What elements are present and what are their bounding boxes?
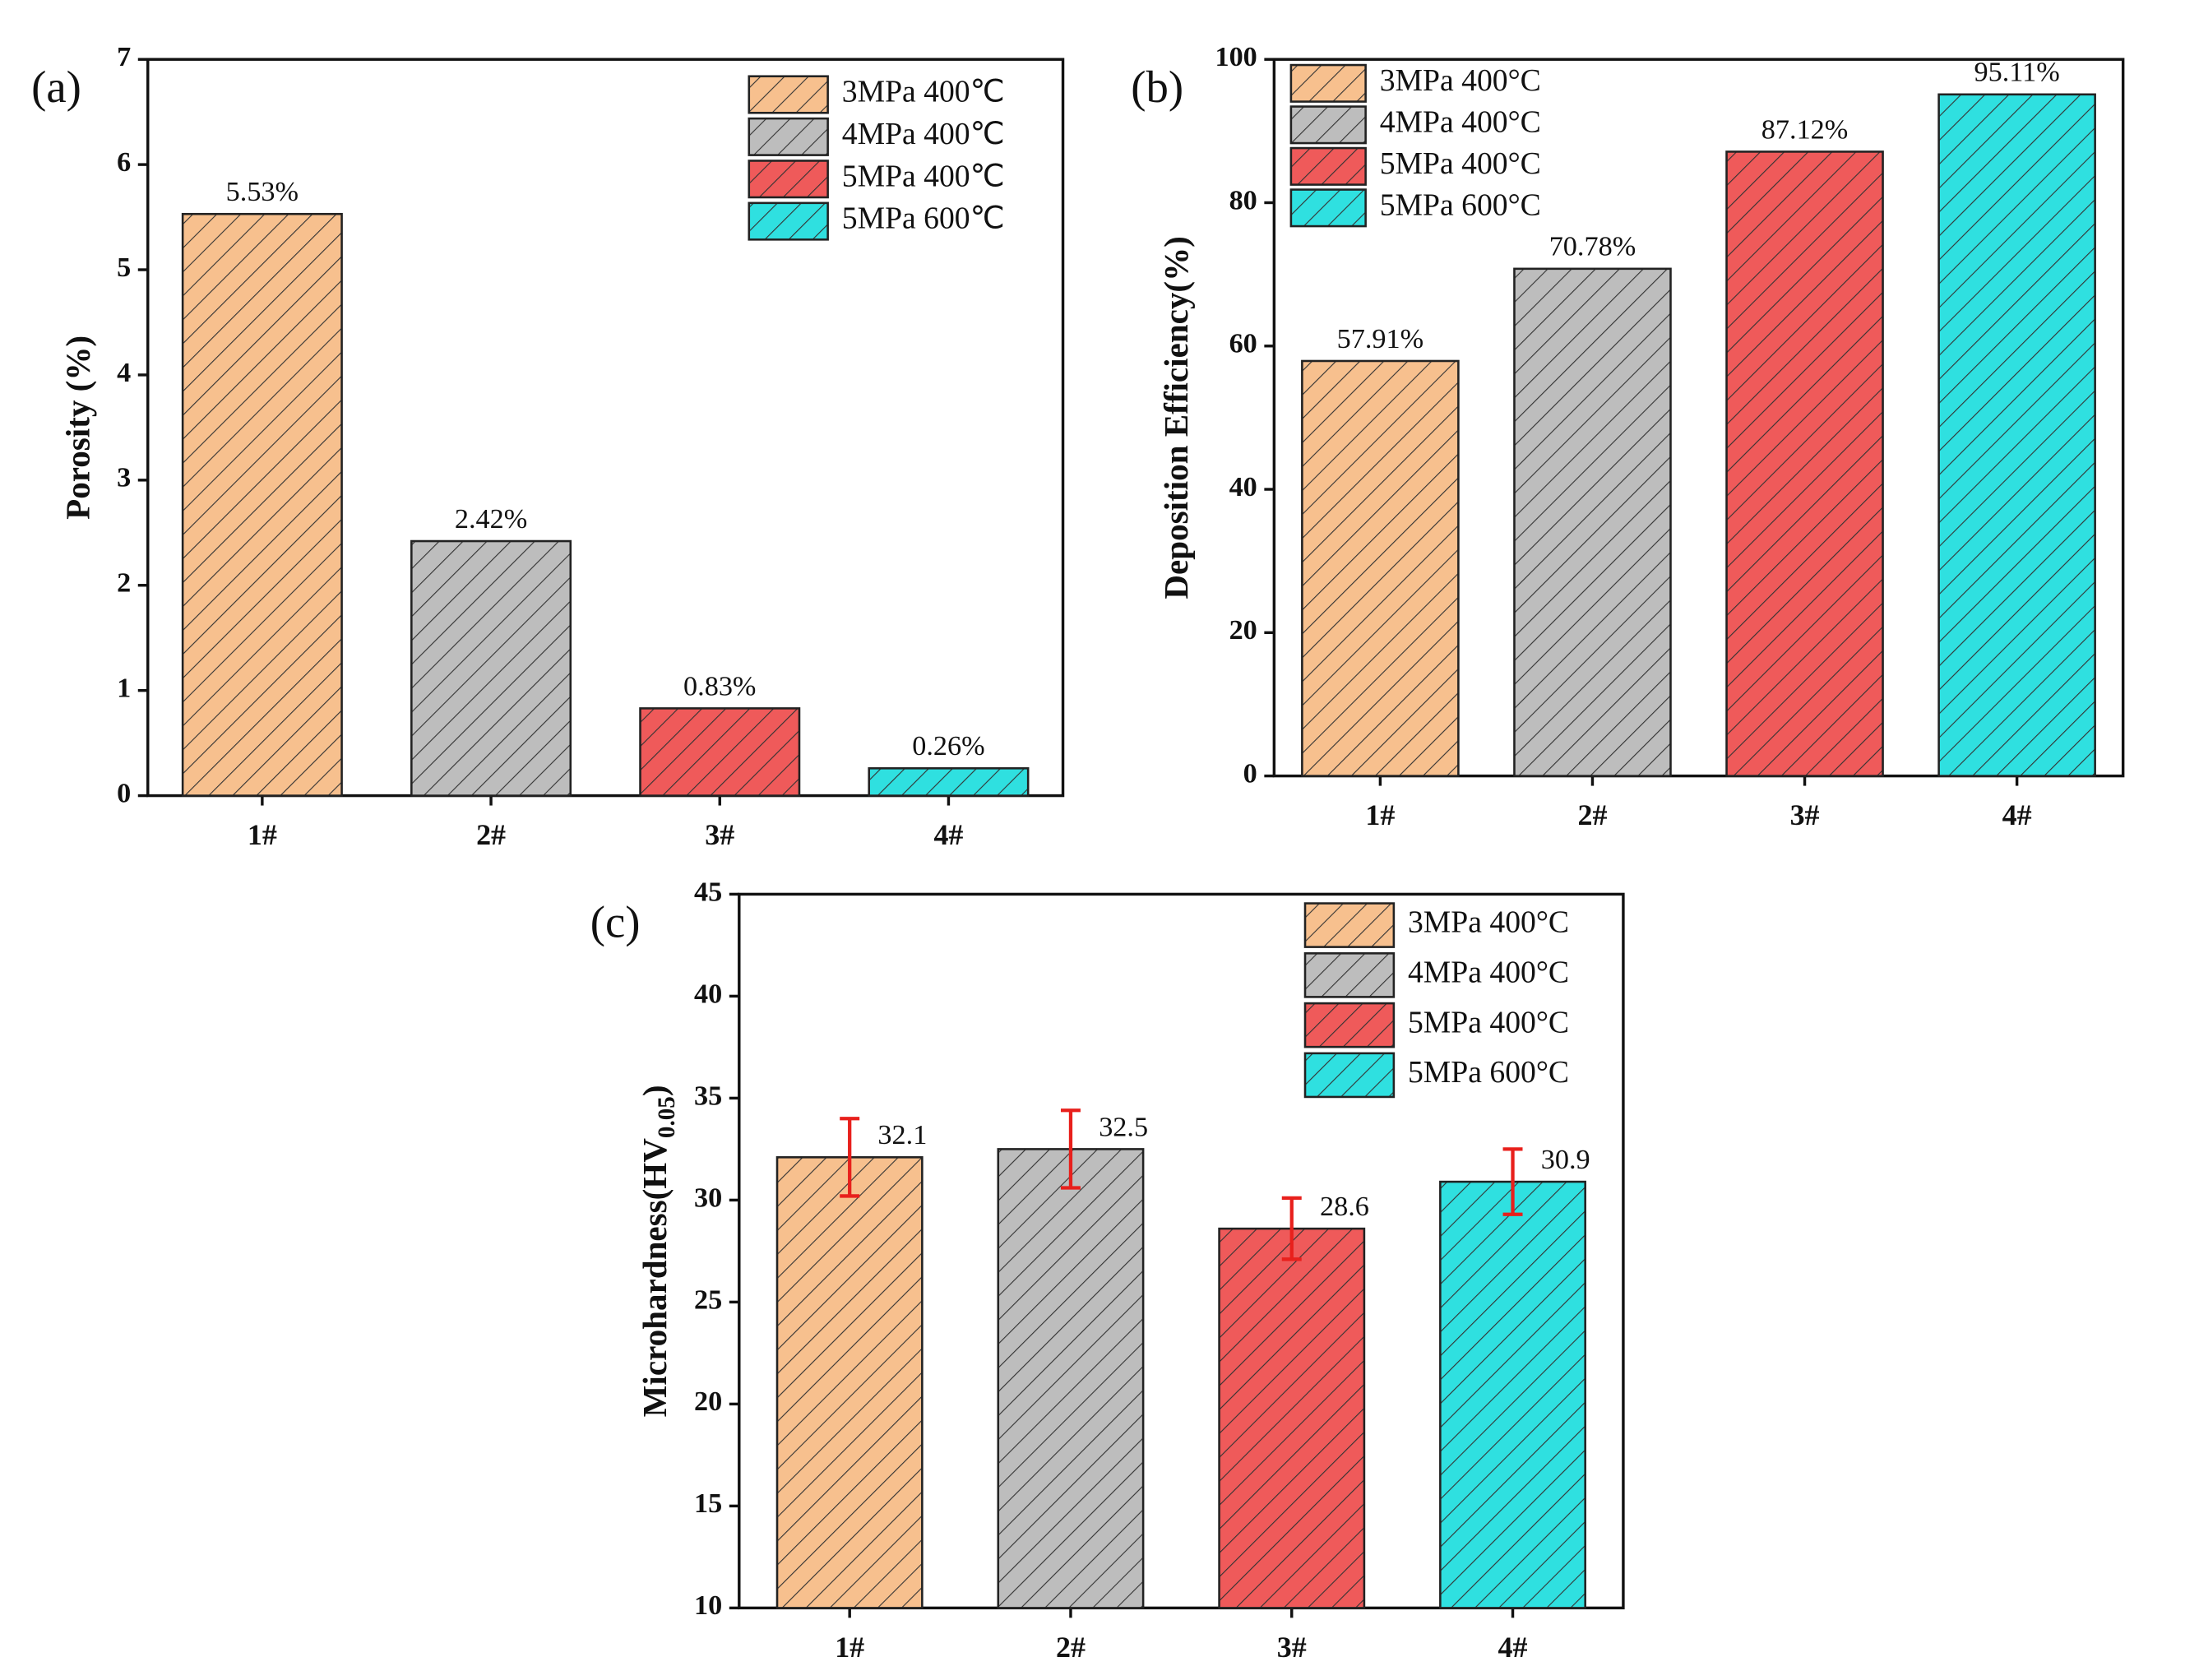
x-tick-label: 3# xyxy=(1790,798,1820,831)
x-tick-label: 1# xyxy=(1365,798,1395,831)
y-tick-label: 4 xyxy=(117,357,131,388)
x-tick-label: 2# xyxy=(1577,798,1607,831)
value-label: 95.11% xyxy=(1974,57,2060,88)
y-axis-label: Deposition Efficiency(%) xyxy=(1157,236,1195,599)
value-label: 57.91% xyxy=(1337,323,1424,354)
y-tick-label: 1 xyxy=(117,673,131,704)
legend-swatch xyxy=(1303,952,1396,998)
legend-swatch xyxy=(1289,188,1367,228)
legend-swatch xyxy=(1289,105,1367,145)
value-label: 32.5 xyxy=(1099,1111,1148,1142)
y-tick-label: 40 xyxy=(1229,471,1257,502)
y-tick-label: 35 xyxy=(694,1080,722,1111)
legend-swatch xyxy=(748,160,829,199)
bar xyxy=(775,1156,924,1609)
legend-swatch xyxy=(1303,1052,1396,1099)
legend-label: 5MPa 400°C xyxy=(1380,146,1541,181)
plot-frame xyxy=(146,58,1065,798)
y-axis-label-end: ) xyxy=(637,1085,674,1096)
value-label: 28.6 xyxy=(1320,1191,1369,1222)
y-tick-label: 0 xyxy=(117,777,131,808)
legend-label: 4MPa 400°C xyxy=(1380,104,1541,139)
bar xyxy=(997,1148,1145,1609)
legend-swatch xyxy=(748,117,829,156)
y-axis-label: Porosity (%) xyxy=(59,336,97,520)
x-tick-label: 4# xyxy=(1498,1631,1528,1664)
x-tick-label: 3# xyxy=(705,818,734,851)
legend-swatch xyxy=(1303,902,1396,948)
y-tick-label: 10 xyxy=(694,1590,722,1621)
value-label: 87.12% xyxy=(1761,113,1849,145)
error-bar xyxy=(840,1117,860,1198)
value-label: 30.9 xyxy=(1541,1144,1590,1175)
value-label: 70.78% xyxy=(1549,231,1636,262)
x-tick-label: 4# xyxy=(933,818,963,851)
x-tick-label: 1# xyxy=(835,1631,864,1664)
bar xyxy=(1937,93,2096,777)
legend-swatch xyxy=(748,75,829,114)
y-tick-label: 2 xyxy=(117,567,131,599)
legend-label: 4MPa 400°C xyxy=(1408,955,1569,989)
value-label: 0.26% xyxy=(912,730,984,761)
error-bar xyxy=(1281,1196,1302,1261)
legend-swatch xyxy=(748,201,829,241)
y-tick-label: 0 xyxy=(1243,757,1257,789)
plot-frame xyxy=(738,892,1625,1610)
y-tick-label: 6 xyxy=(117,146,131,178)
bar xyxy=(1439,1180,1586,1609)
legend-swatch xyxy=(1289,146,1367,186)
legend-swatch xyxy=(1303,1002,1396,1048)
legend-label: 5MPa 400°C xyxy=(1408,1005,1569,1039)
y-tick-label: 5 xyxy=(117,252,131,283)
panel-label: (b) xyxy=(1131,62,1183,112)
error-bar xyxy=(1502,1147,1523,1216)
bar xyxy=(181,212,343,797)
bar xyxy=(868,767,1030,797)
value-label: 5.53% xyxy=(226,176,299,207)
error-bar xyxy=(1060,1108,1081,1190)
y-axis-label: Microhardness(HV0.05) xyxy=(637,1085,680,1417)
legend-label: 5MPa 600℃ xyxy=(842,201,1005,236)
bar xyxy=(1513,267,1672,777)
value-label: 0.83% xyxy=(683,670,756,701)
y-tick-label: 20 xyxy=(694,1386,722,1417)
bar xyxy=(1301,359,1460,777)
legend-swatch xyxy=(1289,63,1367,103)
x-tick-label: 4# xyxy=(2002,798,2032,831)
y-tick-label: 80 xyxy=(1229,184,1257,215)
y-tick-label: 20 xyxy=(1229,614,1257,646)
y-tick-label: 40 xyxy=(694,978,722,1009)
y-tick-label: 25 xyxy=(694,1284,722,1315)
legend-label: 3MPa 400°C xyxy=(1408,905,1569,940)
y-axis-label-sub: 0.05 xyxy=(654,1096,680,1138)
y-tick-label: 30 xyxy=(694,1182,722,1213)
y-tick-label: 60 xyxy=(1229,328,1257,359)
bar xyxy=(1725,150,1884,777)
y-tick-label: 3 xyxy=(117,462,131,493)
x-tick-label: 3# xyxy=(1277,1631,1307,1664)
legend-label: 5MPa 600°C xyxy=(1408,1055,1569,1090)
legend-label: 3MPa 400°C xyxy=(1380,63,1541,98)
panel-label: (c) xyxy=(590,896,641,946)
y-tick-label: 7 xyxy=(117,41,131,72)
bar xyxy=(1218,1227,1366,1609)
legend-label: 4MPa 400℃ xyxy=(842,117,1005,151)
plot-frame xyxy=(1272,58,2125,778)
legend-label: 5MPa 600°C xyxy=(1380,187,1541,222)
bar xyxy=(639,707,801,797)
y-tick-label: 45 xyxy=(694,876,722,907)
y-axis-label-main: Microhardness(HV xyxy=(637,1138,674,1418)
x-tick-label: 2# xyxy=(1056,1631,1086,1664)
legend-label: 3MPa 400℃ xyxy=(842,75,1005,109)
legend-label: 5MPa 400℃ xyxy=(842,159,1005,193)
bar xyxy=(410,539,572,797)
panel-label: (a) xyxy=(31,62,81,112)
y-tick-label: 15 xyxy=(694,1488,722,1519)
value-label: 2.42% xyxy=(455,503,527,535)
y-tick-label: 100 xyxy=(1215,41,1257,72)
value-label: 32.1 xyxy=(877,1119,927,1150)
x-tick-label: 1# xyxy=(248,818,277,851)
x-tick-label: 2# xyxy=(476,818,506,851)
